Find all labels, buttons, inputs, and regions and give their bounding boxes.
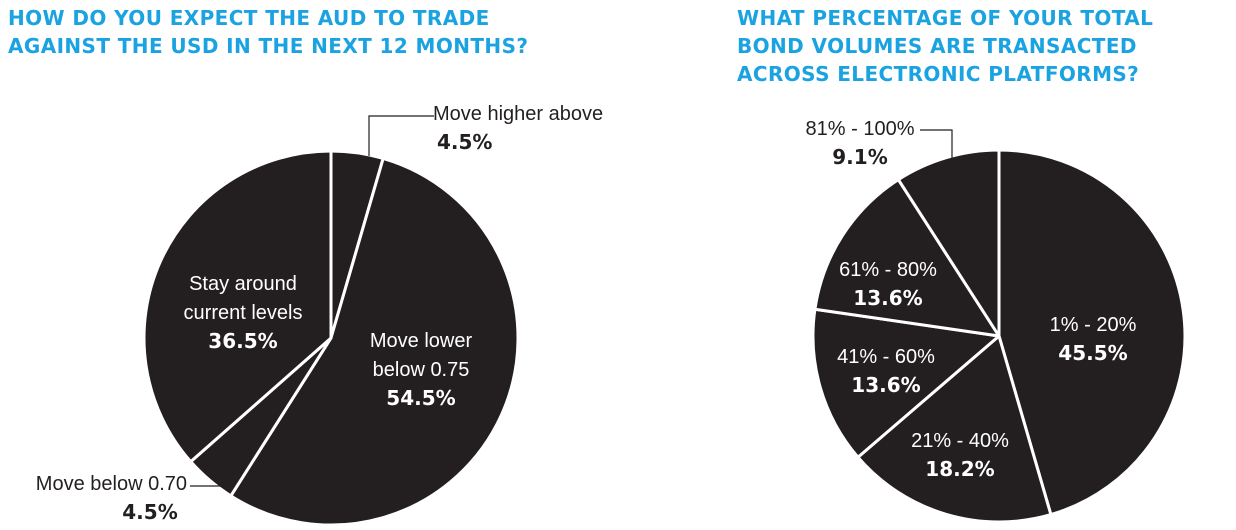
slice-label-stay-around-current-levels: current levels xyxy=(184,302,303,324)
pie-slice-21-40 xyxy=(856,334,1053,524)
leader-line-81-100 xyxy=(920,129,953,160)
slice-value-stay-around-current-levels: 36.5% xyxy=(208,329,277,353)
slice-value-81-100: 9.1% xyxy=(832,145,887,169)
slice-label-81-100: 81% - 100% xyxy=(806,118,915,140)
pie-slice-41-60 xyxy=(811,307,1001,459)
pie-slice-stay-around-current-levels xyxy=(142,149,333,464)
right-chart-title: WHAT PERCENTAGE OF YOUR TOTAL BOND VOLUM… xyxy=(737,6,1154,86)
slice-label-move-lower-below-0-75: below 0.75 xyxy=(373,359,470,381)
slice-value-move-lower-below-0-75: 54.5% xyxy=(386,386,455,410)
slice-label-move-higher-above: Move higher above xyxy=(433,103,603,125)
slice-value-1-20: 45.5% xyxy=(1058,341,1127,365)
slice-value-61-80: 13.6% xyxy=(853,286,922,310)
left-chart-title: HOW DO YOU EXPECT THE AUD TO TRADE AGAIN… xyxy=(8,6,529,58)
slice-value-21-40: 18.2% xyxy=(925,457,994,481)
pie-chart-2: 1% - 20% 45.5% 21% - 40% 18.2% 41% - 60% 13.6… xyxy=(806,118,1187,524)
slice-value-41-60: 13.6% xyxy=(851,373,920,397)
leader-line-move-higher-above xyxy=(368,115,434,156)
pie-slice-61-80 xyxy=(813,178,1001,338)
slice-value-move-below-0-70: 4.5% xyxy=(122,500,177,524)
slice-label-21-40: 21% - 40% xyxy=(911,430,1009,452)
pie-slice-move-lower-below-0-75 xyxy=(229,156,520,527)
pie-slice-1-20 xyxy=(997,148,1187,517)
slice-label-move-below-0-70: Move below 0.70 xyxy=(36,473,187,495)
pie-chart-1: Move higher above 4.5% Move lower below 0.7… xyxy=(36,103,603,527)
slice-label-stay-around-current-levels: Stay around xyxy=(189,273,297,295)
slice-label-41-60: 41% - 60% xyxy=(837,346,935,368)
slice-label-1-20: 1% - 20% xyxy=(1050,314,1137,336)
pie-slice-81-100 xyxy=(896,148,1001,338)
slice-label-61-80: 61% - 80% xyxy=(839,259,937,281)
slice-label-move-lower-below-0-75: Move lower xyxy=(370,330,473,352)
slice-value-move-higher-above: 4.5% xyxy=(437,130,492,154)
